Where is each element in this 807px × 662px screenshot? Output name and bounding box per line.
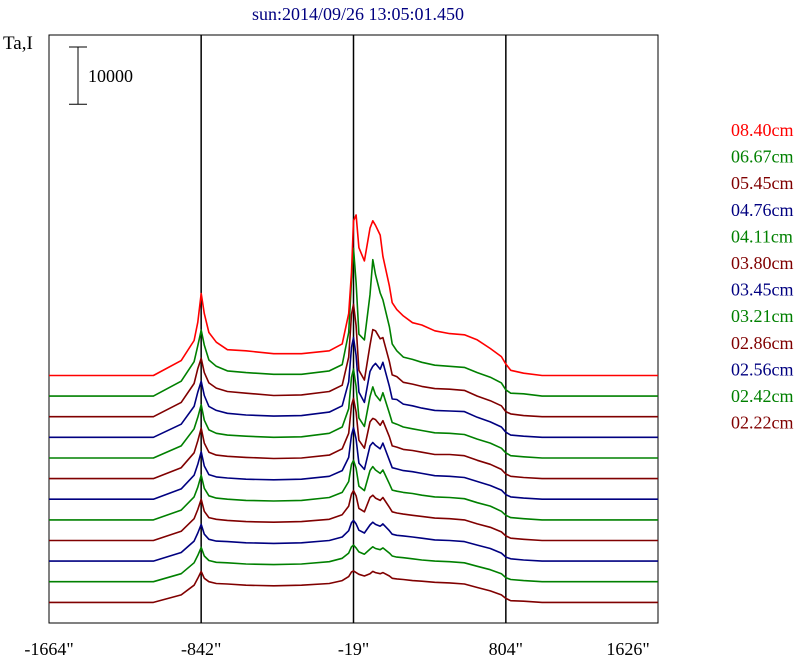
chart-title: sun:2014/09/26 13:05:01.450 <box>252 4 464 24</box>
y-axis-label: Ta,I <box>3 33 33 54</box>
x-tick-label: 1626" <box>606 639 649 659</box>
legend-entry: 05.45cm <box>731 173 794 193</box>
legend-entry: 08.40cm <box>731 120 794 140</box>
legend-entry: 03.45cm <box>731 280 794 300</box>
x-tick-label: -1664" <box>24 639 73 659</box>
series-line-06.67cm <box>49 247 658 397</box>
series-line-03.45cm <box>49 426 658 501</box>
series-line-02.86cm <box>49 489 658 542</box>
legend-entry: 02.56cm <box>731 359 794 379</box>
series-line-03.80cm <box>49 397 658 480</box>
series-line-02.42cm <box>49 544 658 583</box>
scale-bar-label: 10000 <box>88 66 133 86</box>
series-line-03.21cm <box>49 459 658 521</box>
legend-entry: 03.80cm <box>731 253 794 273</box>
series-group <box>49 214 658 604</box>
legend-entry: 04.76cm <box>731 200 794 220</box>
series-line-02.22cm <box>49 570 658 604</box>
series-line-08.40cm <box>49 214 658 377</box>
legend-entry: 02.22cm <box>731 413 794 433</box>
series-line-04.11cm <box>49 368 658 459</box>
x-axis-ticks: -1664" -842" -19" 804" 1626" <box>24 639 649 659</box>
x-tick-label: -842" <box>181 639 221 659</box>
legend: 08.40cm 06.67cm 05.45cm 04.76cm 04.11cm 03.80… <box>731 120 794 433</box>
legend-entry: 04.11cm <box>731 226 793 246</box>
x-tick-label: 804" <box>489 639 523 659</box>
legend-entry: 02.42cm <box>731 386 794 406</box>
legend-entry: 03.21cm <box>731 306 794 326</box>
scale-bar: 10000 <box>69 46 133 105</box>
legend-entry: 02.86cm <box>731 333 794 353</box>
series-line-02.56cm <box>49 519 658 562</box>
x-tick-label: -19" <box>338 639 369 659</box>
series-line-05.45cm <box>49 303 658 418</box>
series-line-04.76cm <box>49 336 658 439</box>
legend-entry: 06.67cm <box>731 147 794 167</box>
